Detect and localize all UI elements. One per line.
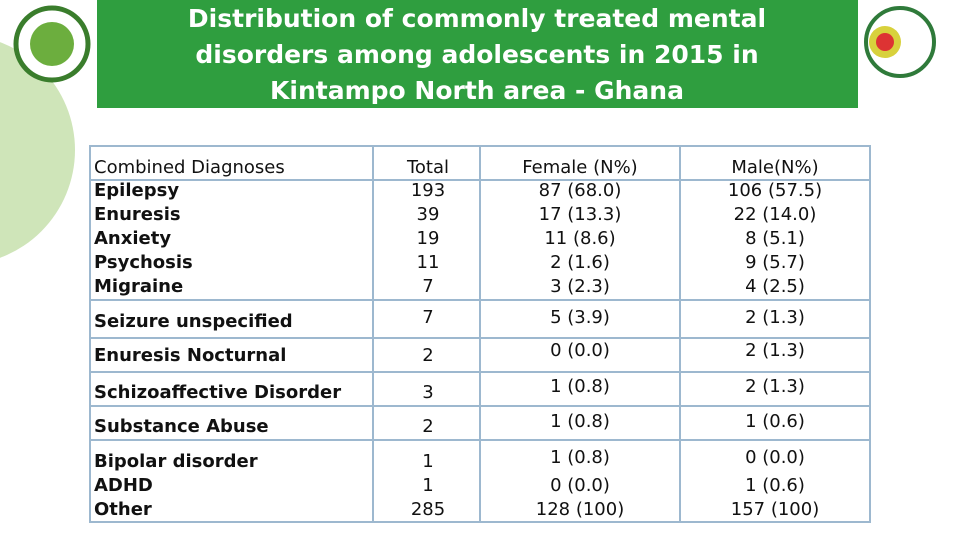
cell: 285 bbox=[411, 499, 445, 520]
title: Distribution of commonly treated mental d… bbox=[188, 4, 766, 105]
cell: 5 (3.9) bbox=[550, 307, 610, 328]
cell: 2 (1.3) bbox=[745, 307, 805, 328]
cell: 1 (0.8) bbox=[550, 376, 610, 397]
column-header: Combined Diagnoses bbox=[94, 157, 285, 178]
logo-left bbox=[13, 5, 91, 83]
column-header: Total bbox=[406, 157, 449, 178]
cell: 2 bbox=[422, 345, 433, 366]
cell: 1 (0.8) bbox=[550, 447, 610, 468]
cell: 2 (1.3) bbox=[745, 340, 805, 361]
row-label: Bipolar disorder bbox=[94, 451, 258, 472]
cell: 128 (100) bbox=[536, 499, 624, 520]
cell: 0 (0.0) bbox=[745, 447, 805, 468]
cell: 11 (8.6) bbox=[544, 228, 615, 249]
cell: 4 (2.5) bbox=[745, 276, 805, 297]
logo-right bbox=[864, 6, 936, 78]
cell: 2 (1.3) bbox=[745, 376, 805, 397]
cell: 1 (0.6) bbox=[745, 475, 805, 496]
title-line: Kintampo North area - Ghana bbox=[270, 76, 684, 105]
cell: 19 bbox=[417, 228, 440, 249]
cell: 3 (2.3) bbox=[550, 276, 610, 297]
column-header: Male(N%) bbox=[731, 157, 818, 178]
row-label: Anxiety bbox=[94, 228, 171, 249]
cell: 2 (1.6) bbox=[550, 252, 610, 273]
cell: 157 (100) bbox=[731, 499, 819, 520]
cell: 0 (0.0) bbox=[550, 475, 610, 496]
decor-circle bbox=[0, 42, 75, 258]
cell: 1 (0.8) bbox=[550, 411, 610, 432]
title-line: disorders among adolescents in 2015 in bbox=[195, 40, 758, 69]
row-label: Other bbox=[94, 499, 152, 520]
row-label: Enuresis Nocturnal bbox=[94, 345, 286, 366]
row-label: Migraine bbox=[94, 276, 183, 297]
table: Combined Diagnoses Total Female (N%) Male(N… bbox=[94, 157, 822, 520]
title-line: Distribution of commonly treated mental bbox=[188, 4, 766, 33]
cell: 7 bbox=[422, 276, 433, 297]
row-label: Enuresis bbox=[94, 204, 181, 225]
cell: 9 (5.7) bbox=[745, 252, 805, 273]
row-label: Epilepsy bbox=[94, 180, 179, 201]
column-header: Female (N%) bbox=[522, 157, 637, 178]
cell: 11 bbox=[417, 252, 440, 273]
cell: 8 (5.1) bbox=[745, 228, 805, 249]
title-box bbox=[97, 0, 858, 108]
cell: 3 bbox=[422, 382, 433, 403]
cell: 193 bbox=[411, 180, 445, 201]
cell: 87 (68.0) bbox=[539, 180, 622, 201]
table-grid bbox=[89, 145, 871, 523]
cell: 1 (0.6) bbox=[745, 411, 805, 432]
cell: 0 (0.0) bbox=[550, 340, 610, 361]
cell: 22 (14.0) bbox=[734, 204, 817, 225]
row-label: Substance Abuse bbox=[94, 416, 269, 437]
cell: 1 bbox=[422, 451, 433, 472]
cell: 7 bbox=[422, 307, 433, 328]
cell: 1 bbox=[422, 475, 433, 496]
row-label: ADHD bbox=[94, 475, 153, 496]
cell: 17 (13.3) bbox=[539, 204, 622, 225]
cell: 39 bbox=[417, 204, 440, 225]
cell: 2 bbox=[422, 416, 433, 437]
cell: 106 (57.5) bbox=[728, 180, 822, 201]
row-label: Schizoaffective Disorder bbox=[94, 382, 341, 403]
row-label: Seizure unspecified bbox=[94, 311, 293, 332]
row-label: Psychosis bbox=[94, 252, 193, 273]
